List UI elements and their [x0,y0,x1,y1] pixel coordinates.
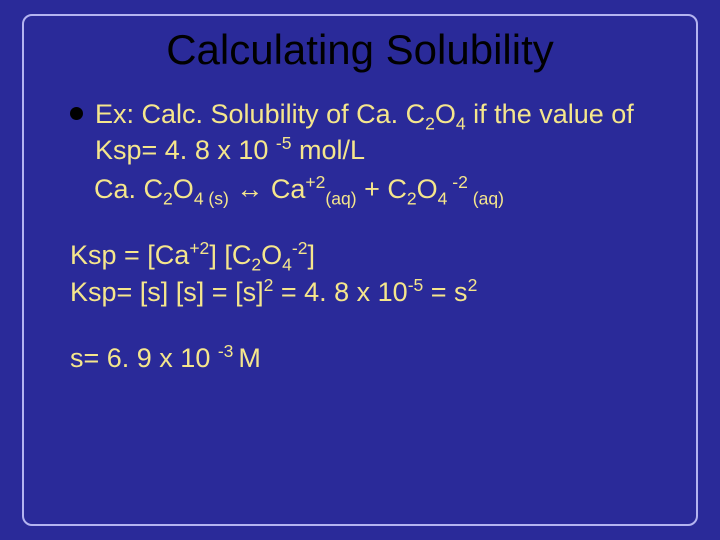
text: Ex: Calc. Solubility of Ca. C [95,99,425,129]
sub: 4 [456,113,466,133]
text: s= 6. 9 x 10 [70,343,218,373]
sub: 2 [251,255,261,275]
ksp-block: Ksp = [Ca+2] [C2O4-2] Ksp= [s] [s] = [s]… [70,237,670,310]
text: O [417,174,438,204]
text: = 4. 8 x 10 [273,277,407,307]
sub: 2 [407,188,417,208]
sup: -5 [276,133,292,153]
text: M [238,343,261,373]
sub: 2 [163,188,173,208]
text: ↔ Ca [229,174,306,204]
text: Ksp= [s] [s] = [s] [70,277,264,307]
text: ] [307,240,315,270]
sup: -3 [218,341,238,361]
sub: 4 [438,188,448,208]
sup: -2 [447,172,467,192]
text: + C [357,174,407,204]
bullet-text: Ex: Calc. Solubility of Ca. C2O4 if the … [95,96,670,169]
sub: (aq) [468,188,504,208]
bullet-icon [70,107,83,120]
slide-content: Ex: Calc. Solubility of Ca. C2O4 if the … [30,96,690,377]
text: Ca. C [94,174,163,204]
sup: +2 [305,172,325,192]
text: mol/L [291,135,365,165]
slide-title: Calculating Solubility [30,26,690,74]
sup: -2 [292,238,308,258]
text: O [435,99,456,129]
text: ] [C [209,240,251,270]
text: = s [423,277,467,307]
text: O [173,174,194,204]
sub: 4 (s) [194,188,229,208]
bullet-item: Ex: Calc. Solubility of Ca. C2O4 if the … [70,96,670,169]
sup: 2 [264,275,274,295]
text: O [261,240,282,270]
sup: +2 [189,238,209,258]
result-line: s= 6. 9 x 10 -3 M [70,340,670,376]
sup: 2 [468,275,478,295]
sup: -5 [408,275,424,295]
sub: 4 [282,255,292,275]
ksp-line-2: Ksp= [s] [s] = [s]2 = 4. 8 x 10-5 = s2 [70,274,670,310]
equation-line: Ca. C2O4 (s) ↔ Ca+2(aq) + C2O4 -2 (aq) [70,171,670,207]
sub: 2 [425,113,435,133]
sub: (aq) [325,188,356,208]
text: Ksp = [Ca [70,240,189,270]
ksp-line-1: Ksp = [Ca+2] [C2O4-2] [70,237,670,273]
slide: Calculating Solubility Ex: Calc. Solubil… [0,0,720,540]
